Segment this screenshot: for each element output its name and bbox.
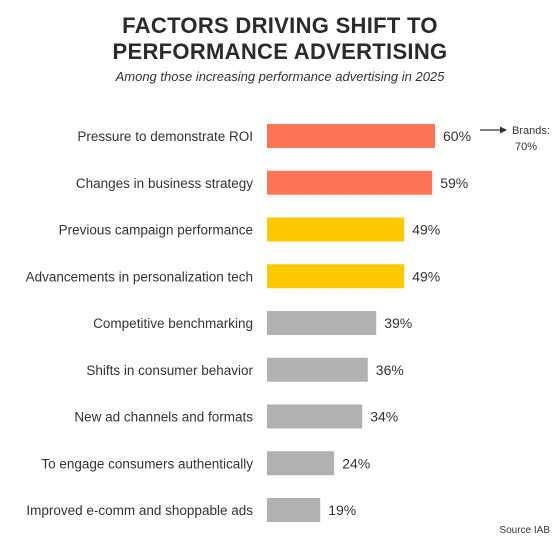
chart-title-line-1: FACTORS DRIVING SHIFT TO xyxy=(122,13,438,38)
annotation-label: Brands: xyxy=(512,125,550,137)
bar xyxy=(267,498,321,522)
value-label: 49% xyxy=(412,222,440,238)
brands-annotation: Brands: 70% xyxy=(480,125,550,153)
annotation-value: 70% xyxy=(515,141,537,153)
bar xyxy=(267,357,368,382)
bar xyxy=(267,264,405,289)
value-label: 36% xyxy=(376,362,404,378)
annotation-arrow-head xyxy=(500,126,507,134)
category-label: Shifts in consumer behavior xyxy=(86,363,253,378)
value-label: 59% xyxy=(440,175,468,191)
chart-subtitle: Among those increasing performance adver… xyxy=(115,69,445,84)
value-label: 34% xyxy=(370,409,398,425)
category-label: Previous campaign performance xyxy=(59,223,253,238)
category-label: New ad channels and formats xyxy=(74,410,253,425)
bar xyxy=(267,404,363,429)
bar xyxy=(267,217,405,242)
bar xyxy=(267,451,335,476)
bars-group: Pressure to demonstrate ROI 60% Changes in… xyxy=(26,124,471,522)
bar xyxy=(267,311,377,335)
category-label: Pressure to demonstrate ROI xyxy=(77,129,253,144)
value-label: 19% xyxy=(328,502,356,518)
value-label: 39% xyxy=(384,315,412,331)
category-label: Competitive benchmarking xyxy=(93,316,253,331)
value-label: 49% xyxy=(412,268,440,284)
chart-title-line-2: PERFORMANCE ADVERTISING xyxy=(112,39,448,64)
category-label: To engage consumers authentically xyxy=(41,456,253,471)
bar xyxy=(267,170,433,195)
value-label: 24% xyxy=(342,455,370,471)
source-note: Source IAB xyxy=(499,525,550,536)
category-label: Improved e-comm and shoppable ads xyxy=(26,503,253,518)
value-label: 60% xyxy=(443,128,471,144)
category-label: Changes in business strategy xyxy=(76,176,253,191)
bar xyxy=(267,124,435,148)
category-label: Advancements in personalization tech xyxy=(26,269,253,284)
